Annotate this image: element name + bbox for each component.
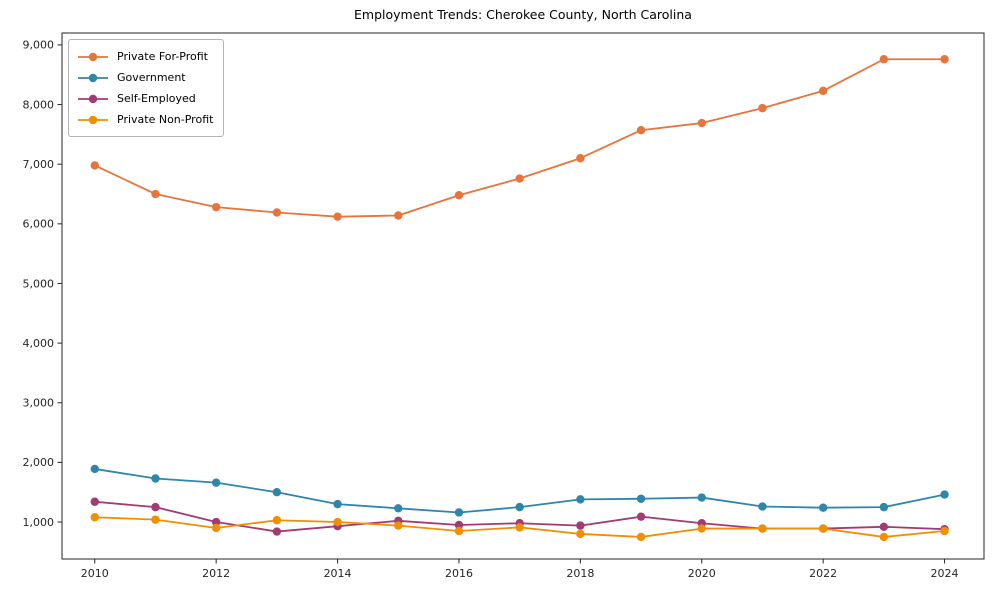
series-marker-self-employed: [576, 521, 585, 530]
series-marker-government: [515, 502, 524, 512]
legend-label-private-for-profit: Private For-Profit: [117, 50, 208, 63]
x-tick-label: 2012: [202, 567, 230, 580]
x-tick-label: 2018: [566, 567, 594, 580]
series-marker-private-non-profit: [697, 524, 706, 533]
legend-line-marker-icon: [78, 115, 108, 124]
y-tick-label: 2,000: [23, 456, 55, 469]
series-marker-government: [636, 494, 646, 503]
plot-frame: [61, 32, 985, 560]
series-marker-government: [576, 495, 585, 504]
legend-label-self-employed: Self-Employed: [117, 92, 196, 105]
series-marker-government: [940, 490, 949, 499]
series-marker-private-non-profit: [272, 516, 282, 525]
legend-line-marker-icon: [78, 52, 108, 61]
y-tick-label: 9,000: [23, 39, 55, 52]
legend-line-marker-icon: [78, 73, 108, 82]
series-marker-private-non-profit: [576, 529, 585, 539]
y-tick-label: 1,000: [23, 516, 55, 529]
series-marker-government: [879, 502, 889, 512]
series-marker-private-for-profit: [90, 161, 99, 170]
series-marker-private-for-profit: [636, 126, 646, 135]
series-marker-government: [90, 464, 99, 474]
x-tick-label: 2022: [809, 567, 837, 580]
series-marker-private-non-profit: [151, 515, 160, 524]
series-marker-private-for-profit: [211, 202, 221, 212]
chart-legend: Private For-Profit Government Self-Employe…: [68, 39, 225, 137]
series-marker-private-for-profit: [454, 191, 464, 200]
series-marker-private-for-profit: [515, 174, 524, 183]
series-marker-private-non-profit: [211, 523, 221, 533]
series-marker-self-employed: [636, 512, 646, 521]
series-marker-private-for-profit: [394, 211, 403, 220]
series-marker-private-non-profit: [454, 526, 464, 536]
series-marker-private-for-profit: [879, 55, 889, 64]
series-marker-government: [818, 503, 828, 512]
series-marker-government: [454, 508, 464, 517]
series-marker-private-non-profit: [818, 524, 828, 533]
series-marker-private-for-profit: [940, 55, 949, 64]
series-marker-private-for-profit: [151, 189, 160, 199]
legend-item-private-non-profit: Private Non-Profit: [77, 109, 213, 130]
series-marker-self-employed: [879, 522, 889, 531]
legend-item-self-employed: Self-Employed: [77, 88, 213, 109]
legend-item-private-for-profit: Private For-Profit: [77, 46, 213, 67]
series-marker-private-non-profit: [879, 532, 889, 542]
series-marker-government: [211, 478, 221, 487]
y-tick-label: 7,000: [23, 158, 55, 171]
series-marker-private-for-profit: [697, 118, 706, 128]
x-tick-label: 2020: [688, 567, 716, 580]
series-marker-private-non-profit: [758, 524, 767, 533]
y-tick-label: 5,000: [23, 277, 55, 290]
chart-title: Employment Trends: Cherokee County, Nort…: [354, 7, 692, 22]
series-marker-private-for-profit: [576, 154, 585, 163]
y-tick-label: 8,000: [23, 98, 55, 111]
series-marker-government: [394, 504, 403, 513]
series-marker-private-non-profit: [394, 521, 403, 530]
legend-label-private-non-profit: Private Non-Profit: [117, 113, 214, 126]
series-marker-private-for-profit: [758, 103, 767, 113]
series-marker-government: [697, 493, 706, 502]
series-marker-government: [758, 502, 767, 511]
series-marker-government: [151, 474, 160, 483]
series-marker-private-for-profit: [333, 212, 342, 221]
y-tick-label: 6,000: [23, 218, 55, 231]
series-marker-private-for-profit: [272, 208, 282, 217]
series-marker-self-employed: [151, 502, 160, 512]
series-marker-private-non-profit: [90, 513, 99, 522]
series-marker-private-non-profit: [333, 517, 342, 527]
legend-line-marker-icon: [78, 94, 108, 103]
legend-label-government: Government: [117, 71, 186, 84]
x-tick-label: 2010: [81, 567, 109, 580]
series-marker-private-for-profit: [818, 86, 828, 96]
series-marker-self-employed: [272, 527, 282, 536]
y-tick-label: 3,000: [23, 397, 55, 410]
series-marker-self-employed: [211, 517, 221, 527]
x-tick-label: 2024: [931, 567, 959, 580]
series-marker-self-employed: [454, 520, 464, 530]
series-marker-government: [272, 488, 282, 497]
series-marker-government: [333, 499, 342, 509]
series-marker-private-non-profit: [940, 526, 949, 536]
legend-item-government: Government: [77, 67, 213, 88]
x-tick-label: 2016: [445, 567, 473, 580]
series-marker-self-employed: [90, 497, 99, 506]
y-tick-label: 4,000: [23, 337, 55, 350]
x-tick-label: 2014: [324, 567, 352, 580]
series-marker-private-non-profit: [515, 523, 524, 532]
series-marker-private-non-profit: [636, 532, 646, 542]
